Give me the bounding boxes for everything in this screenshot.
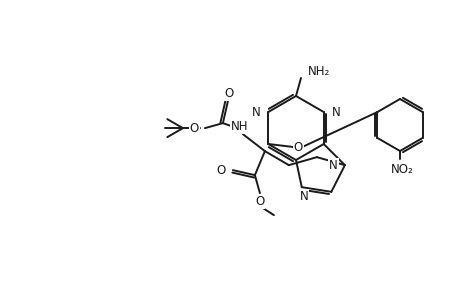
Text: O: O xyxy=(255,195,264,208)
Text: O: O xyxy=(216,164,225,177)
Text: N: N xyxy=(251,106,260,118)
Text: N: N xyxy=(299,190,308,203)
Text: O: O xyxy=(224,87,233,100)
Text: N: N xyxy=(331,106,340,118)
Text: NO₂: NO₂ xyxy=(390,163,413,176)
Text: O: O xyxy=(293,140,302,154)
Text: N: N xyxy=(329,159,337,172)
Text: NH: NH xyxy=(230,120,248,133)
Text: O: O xyxy=(189,122,198,135)
Text: NH₂: NH₂ xyxy=(308,64,330,77)
